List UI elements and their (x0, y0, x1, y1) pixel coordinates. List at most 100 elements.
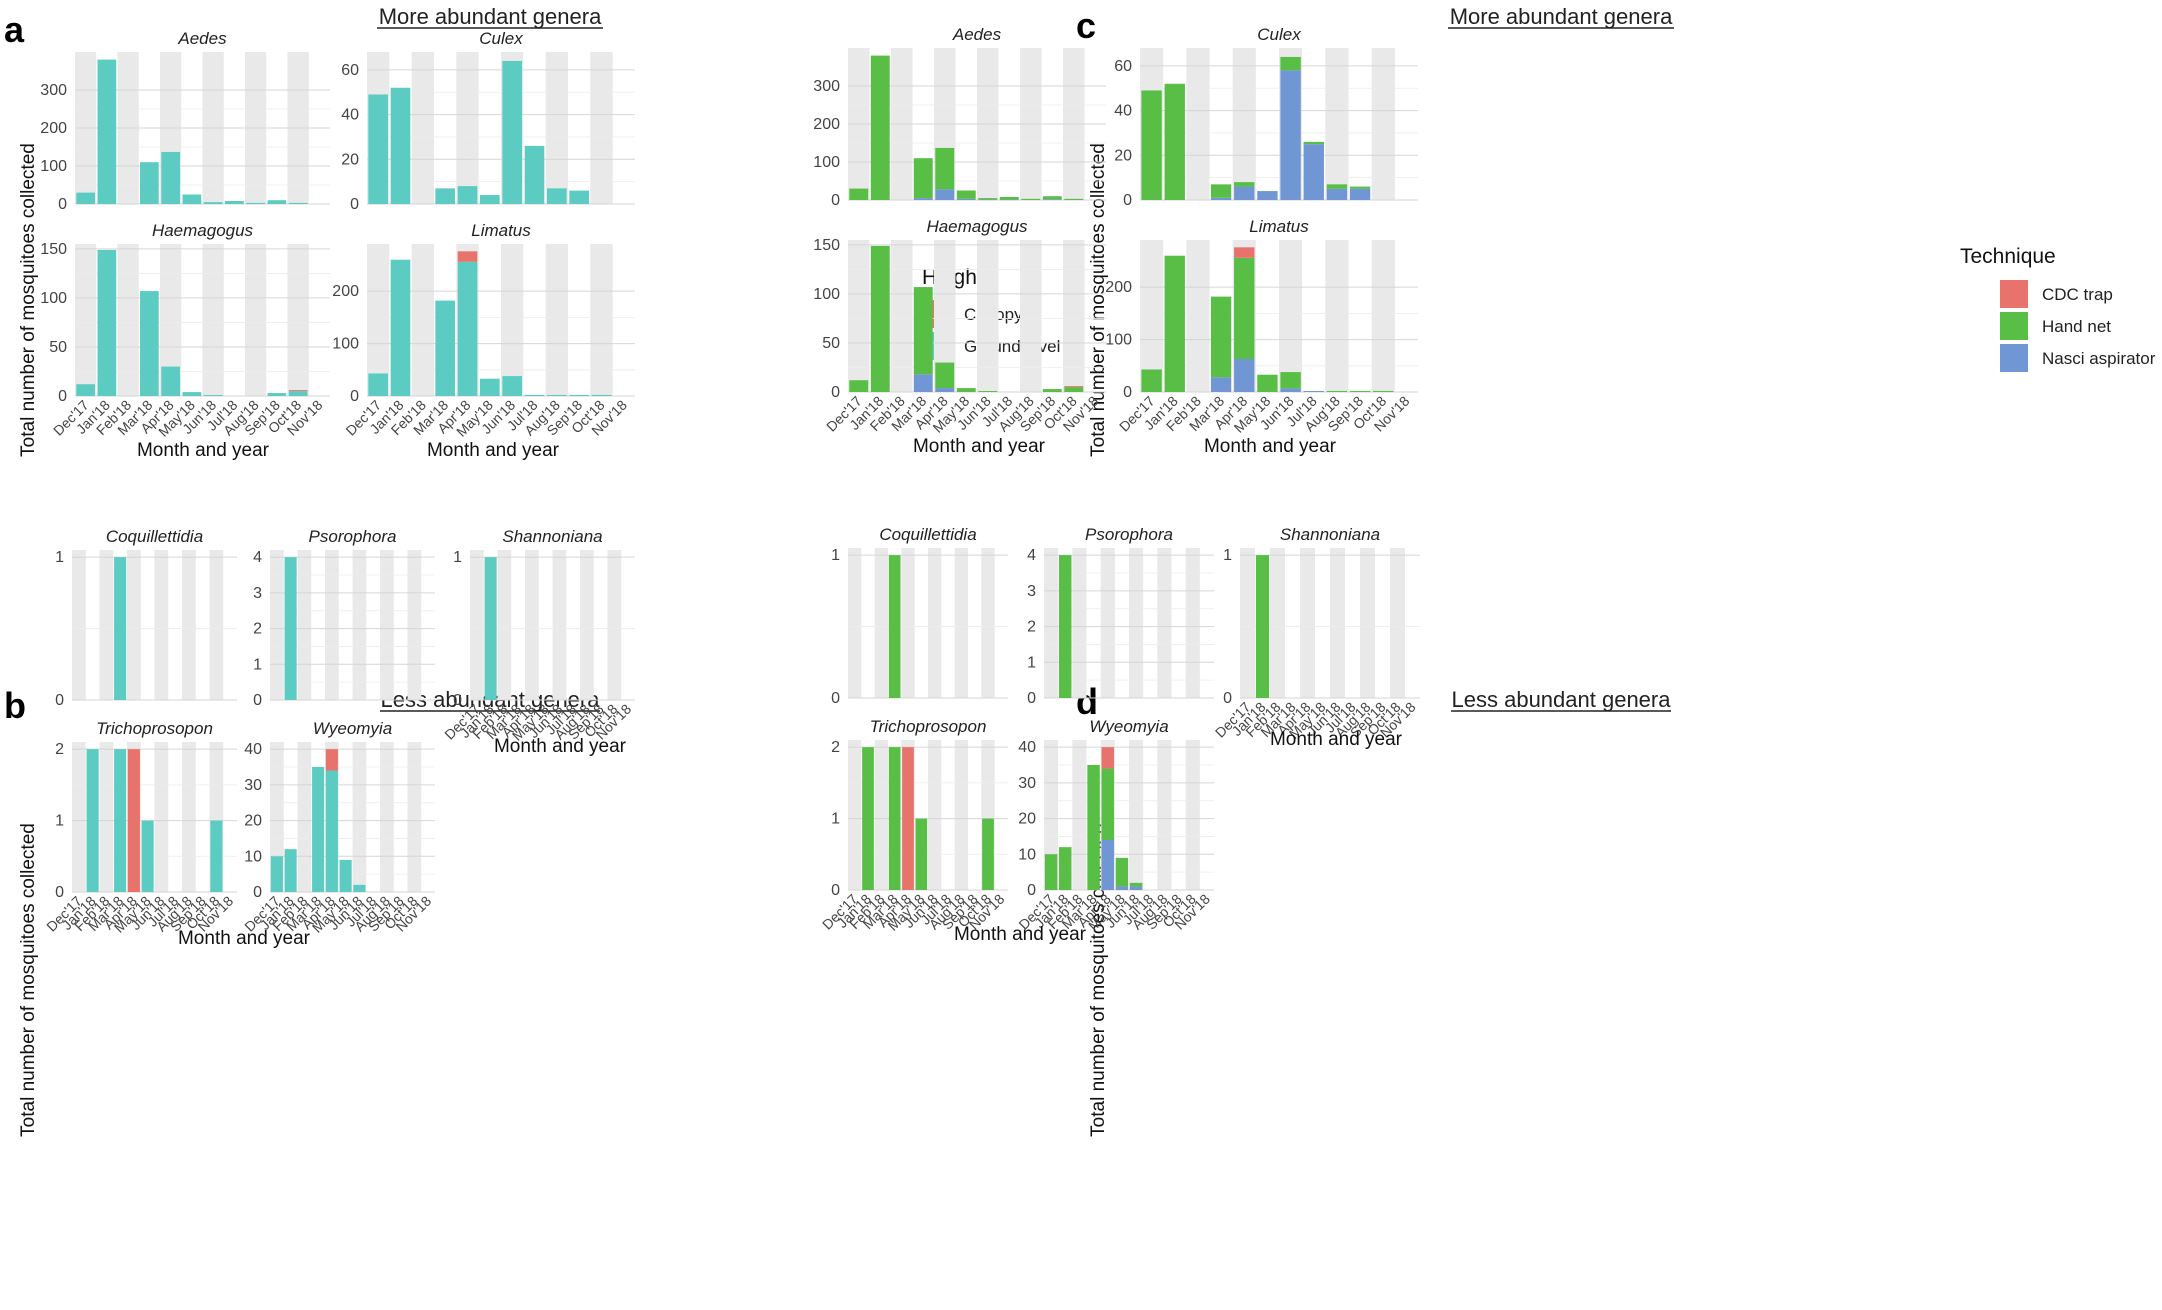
bar-ground-level (368, 94, 388, 204)
month-stripe (1072, 548, 1087, 698)
month-stripe (1330, 548, 1345, 698)
y-axis-title-b: Total number of mosquitoes collected (18, 823, 39, 1137)
month-stripe (1044, 548, 1059, 698)
bar-hand-net (870, 55, 890, 200)
month-stripe (99, 550, 114, 700)
month-stripe (99, 742, 114, 892)
facet-title: Shannoniana (502, 527, 602, 546)
y-tick-label: 0 (55, 692, 64, 709)
y-tick-label: 1 (1223, 547, 1232, 564)
facet-title: Trichoprosopon (96, 719, 213, 738)
bar-ground-level (267, 200, 287, 204)
y-tick-label: 1 (831, 811, 840, 828)
legend-technique-label-handnet: Hand net (2042, 317, 2111, 336)
bar-nasci-aspirator (1042, 199, 1062, 200)
month-stripe (202, 244, 224, 396)
facet-b-trichoprosopon: 012TrichoprosoponDec'17Jan'18Feb'18Mar'1… (43, 719, 237, 936)
month-stripe (1100, 548, 1115, 698)
bar-ground-level (502, 376, 522, 396)
y-tick-label: 0 (350, 196, 359, 213)
y-tick-label: 200 (40, 120, 67, 137)
month-stripe (1371, 48, 1395, 200)
section-title-a: More abundant genera (379, 4, 602, 29)
y-tick-label: 200 (813, 116, 840, 133)
y-tick-label: 100 (813, 154, 840, 171)
y-tick-label: 0 (58, 196, 67, 213)
y-tick-label: 60 (341, 62, 359, 79)
facet-c-haemagogus: 050100150HaemagogusDec'17Jan'18Feb'18Mar… (813, 217, 1106, 436)
month-stripe (874, 548, 888, 698)
month-stripe (1020, 240, 1042, 392)
month-stripe (497, 550, 512, 700)
bar-nasci-aspirator (1234, 358, 1255, 392)
bar-nasci-aspirator (1349, 188, 1371, 200)
month-stripe (1390, 548, 1405, 698)
y-tick-label: 100 (332, 336, 359, 353)
y-axis-title-a: Total number of mosquitoes collected (18, 143, 39, 457)
x-axis-title-a-1: Month and year (427, 440, 560, 461)
month-stripe (1360, 548, 1375, 698)
bar-nasci-aspirator (1257, 191, 1278, 200)
bar-hand-net (1257, 374, 1278, 392)
bar-ground-level (524, 145, 545, 204)
bar-hand-net (1129, 882, 1143, 887)
bar-ground-level (76, 192, 95, 204)
bar-nasci-aspirator (956, 198, 976, 200)
bar-nasci-aspirator (1234, 186, 1255, 200)
bar-ground-level (97, 59, 117, 204)
month-stripe (367, 244, 390, 396)
month-stripe (325, 550, 339, 700)
y-tick-label: 2 (253, 621, 262, 638)
y-tick-label: 4 (1027, 547, 1036, 564)
bar-ground-level (353, 884, 366, 892)
bar-hand-net (913, 158, 933, 199)
month-stripe (1300, 548, 1315, 698)
facet-panels: 0100200300Aedes0204060Culex050100150Haem… (40, 25, 1420, 949)
month-stripe (552, 550, 567, 700)
bar-hand-net (1164, 83, 1185, 200)
month-stripe (72, 742, 86, 892)
bar-hand-net (1373, 390, 1394, 392)
bar-ground-level (203, 395, 223, 396)
y-tick-label: 1 (1027, 654, 1036, 671)
facet-c-aedes: 0 100 200 300 Aedes (813, 25, 1106, 209)
month-stripe (928, 548, 942, 698)
bar-nasci-aspirator (1303, 390, 1324, 392)
bar-ground-level (288, 391, 308, 396)
month-stripe (160, 244, 182, 396)
facet-title: Culex (479, 29, 523, 48)
bar-canopy (127, 749, 140, 892)
bar-nasci-aspirator (913, 198, 933, 200)
month-stripe (1232, 48, 1256, 200)
bar-nasci-aspirator (1115, 886, 1129, 890)
month-stripe (1186, 48, 1210, 200)
month-stripe (977, 240, 999, 392)
month-stripe (874, 740, 888, 890)
bar-cdc-trap (1234, 247, 1255, 258)
y-tick-label: 0 (1223, 690, 1232, 707)
facet-title: Culex (1257, 25, 1301, 44)
y-tick-label: 100 (1105, 332, 1132, 349)
month-stripe (934, 240, 956, 392)
y-tick-label: 0 (453, 692, 462, 709)
y-tick-label: 0 (253, 884, 262, 901)
bar-ground-level (480, 195, 500, 204)
y-tick-label: 1 (55, 813, 64, 830)
y-tick-label: 30 (244, 777, 262, 794)
month-stripe (411, 244, 434, 396)
bar-hand-net (1042, 196, 1062, 200)
y-tick-label: 0 (831, 690, 840, 707)
bar-hand-net (915, 818, 928, 890)
legend-technique-label-cdc: CDC trap (2042, 285, 2113, 304)
month-stripe (154, 742, 169, 892)
y-tick-label: 0 (1123, 192, 1132, 209)
month-stripe (411, 52, 434, 204)
month-stripe (127, 550, 141, 700)
y-tick-label: 40 (1018, 739, 1036, 756)
bar-hand-net (1280, 56, 1301, 71)
month-stripe (407, 742, 422, 892)
y-tick-label: 1 (253, 656, 262, 673)
bar-hand-net (1210, 184, 1232, 198)
bar-ground-level (502, 60, 522, 204)
